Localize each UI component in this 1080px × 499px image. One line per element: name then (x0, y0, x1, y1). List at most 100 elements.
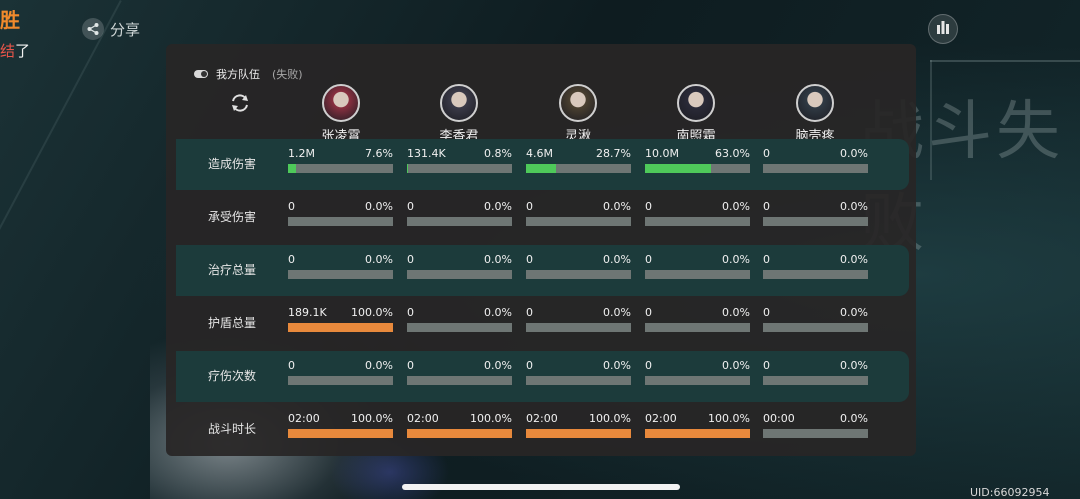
stat-percent: 7.6% (365, 147, 393, 160)
stat-bar (645, 217, 750, 226)
stat-percent: 100.0% (470, 412, 512, 425)
toggle-icon[interactable] (194, 70, 208, 78)
stat-cell-values: 1.2M 7.6% (288, 147, 393, 161)
stat-bar (288, 323, 393, 332)
stat-row-label: 治疗总量 (208, 263, 257, 277)
stat-bar (526, 164, 631, 173)
background-decoration (930, 60, 1080, 62)
stat-bar (526, 217, 631, 226)
stat-cell: 02:00 100.0% (526, 412, 631, 438)
stat-cell-values: 02:00 100.0% (407, 412, 512, 426)
stat-bar-fill (288, 429, 393, 438)
stat-value: 0 (407, 359, 414, 372)
stat-value: 0 (526, 359, 533, 372)
stat-cell-values: 0 0.0% (407, 200, 512, 214)
hero-header-row: 张凌霄 李香君 灵湫 南照霜 脑壳疼 (166, 84, 916, 144)
stat-bar-fill (526, 164, 557, 173)
stat-percent: 0.0% (840, 147, 868, 160)
stat-bar (526, 270, 631, 279)
stat-percent: 63.0% (715, 147, 750, 160)
stat-row-label: 造成伤害 (208, 157, 257, 171)
stat-cell: 0 0.0% (526, 359, 631, 385)
stat-bar (288, 270, 393, 279)
stat-cell-values: 189.1K 100.0% (288, 306, 393, 320)
stat-cell: 0 0.0% (407, 359, 512, 385)
stat-cell: 189.1K 100.0% (288, 306, 393, 332)
stat-bar-fill (645, 164, 712, 173)
stats-panel: 我方队伍 (失败) 张凌霄 李香君 灵湫 南照霜 脑壳疼 造成伤害 1.2M 7.6% 131… (166, 44, 916, 456)
stat-bar (288, 429, 393, 438)
stat-percent: 0.0% (484, 200, 512, 213)
stat-bar (645, 323, 750, 332)
stat-row: 治疗总量 0 0.0% 0 0.0% 0 0.0% 0 0.0% 0 0.0% (176, 245, 909, 296)
stat-bar-fill (526, 429, 631, 438)
stats-button[interactable] (928, 14, 958, 44)
stat-value: 02:00 (645, 412, 677, 425)
stat-cell: 0 0.0% (763, 359, 868, 385)
hero-1[interactable]: 张凌霄 (301, 84, 381, 144)
stat-cell: 0 0.0% (645, 359, 750, 385)
stat-row: 造成伤害 1.2M 7.6% 131.4K 0.8% 4.6M 28.7% 10.0M 63.0… (176, 139, 909, 190)
stat-percent: 0.0% (484, 253, 512, 266)
hero-2[interactable]: 李香君 (419, 84, 499, 144)
stat-percent: 0.0% (722, 253, 750, 266)
stat-cell-values: 0 0.0% (645, 306, 750, 320)
stat-bar (407, 217, 512, 226)
stat-percent: 0.0% (722, 359, 750, 372)
hero-4[interactable]: 南照霜 (656, 84, 736, 144)
stat-percent: 0.0% (840, 306, 868, 319)
result-subtitle-text: 了 (15, 42, 31, 60)
stat-percent: 0.0% (722, 306, 750, 319)
stat-percent: 0.0% (603, 359, 631, 372)
stat-cell-values: 0 0.0% (763, 359, 868, 373)
stat-bar (645, 376, 750, 385)
stat-row: 疗伤次数 0 0.0% 0 0.0% 0 0.0% 0 0.0% 0 0.0% (176, 351, 909, 402)
stat-bar (645, 429, 750, 438)
team-header: 我方队伍 (失败) (194, 66, 303, 82)
stat-cell-values: 131.4K 0.8% (407, 147, 512, 161)
stat-percent: 0.0% (603, 200, 631, 213)
stat-cell-values: 0 0.0% (763, 200, 868, 214)
share-icon (82, 18, 104, 40)
stat-cell-values: 02:00 100.0% (526, 412, 631, 426)
stat-bar-fill (407, 429, 512, 438)
stat-percent: 28.7% (596, 147, 631, 160)
stat-percent: 0.0% (840, 359, 868, 372)
refresh-icon[interactable] (228, 91, 252, 115)
stat-percent: 100.0% (351, 412, 393, 425)
stat-cell-values: 0 0.0% (288, 253, 393, 267)
stat-bar (526, 376, 631, 385)
stat-cell: 0 0.0% (763, 253, 868, 279)
stat-cell: 0 0.0% (526, 306, 631, 332)
stat-bar (288, 164, 393, 173)
stat-percent: 0.0% (603, 253, 631, 266)
stat-value: 0 (407, 253, 414, 266)
stat-cell: 0 0.0% (645, 306, 750, 332)
home-indicator[interactable] (402, 484, 680, 490)
stat-cell-values: 0 0.0% (526, 359, 631, 373)
stat-cell: 0 0.0% (645, 253, 750, 279)
hero-3[interactable]: 灵湫 (538, 84, 618, 144)
stat-percent: 100.0% (589, 412, 631, 425)
stat-cell-values: 0 0.0% (763, 147, 868, 161)
stat-row-label: 承受伤害 (208, 210, 257, 224)
stat-cell-values: 0 0.0% (288, 200, 393, 214)
stat-percent: 0.0% (365, 200, 393, 213)
background-decoration (930, 60, 932, 180)
stat-bar (645, 270, 750, 279)
stat-cell-values: 4.6M 28.7% (526, 147, 631, 161)
stat-value: 1.2M (288, 147, 315, 160)
team-status: (失败) (272, 68, 303, 81)
stat-cell: 0 0.0% (763, 306, 868, 332)
stat-value: 0 (526, 306, 533, 319)
share-label: 分享 (110, 20, 141, 39)
stat-cell: 02:00 100.0% (288, 412, 393, 438)
stat-value: 4.6M (526, 147, 553, 160)
hero-5[interactable]: 脑壳疼 (775, 84, 855, 144)
hero-avatar (677, 84, 715, 122)
stat-percent: 0.0% (365, 253, 393, 266)
stat-cell-values: 0 0.0% (407, 359, 512, 373)
stat-row: 护盾总量 189.1K 100.0% 0 0.0% 0 0.0% 0 0.0% 0 0.0% (176, 298, 909, 349)
stat-cell: 4.6M 28.7% (526, 147, 631, 173)
share-button[interactable]: 分享 (82, 18, 140, 40)
